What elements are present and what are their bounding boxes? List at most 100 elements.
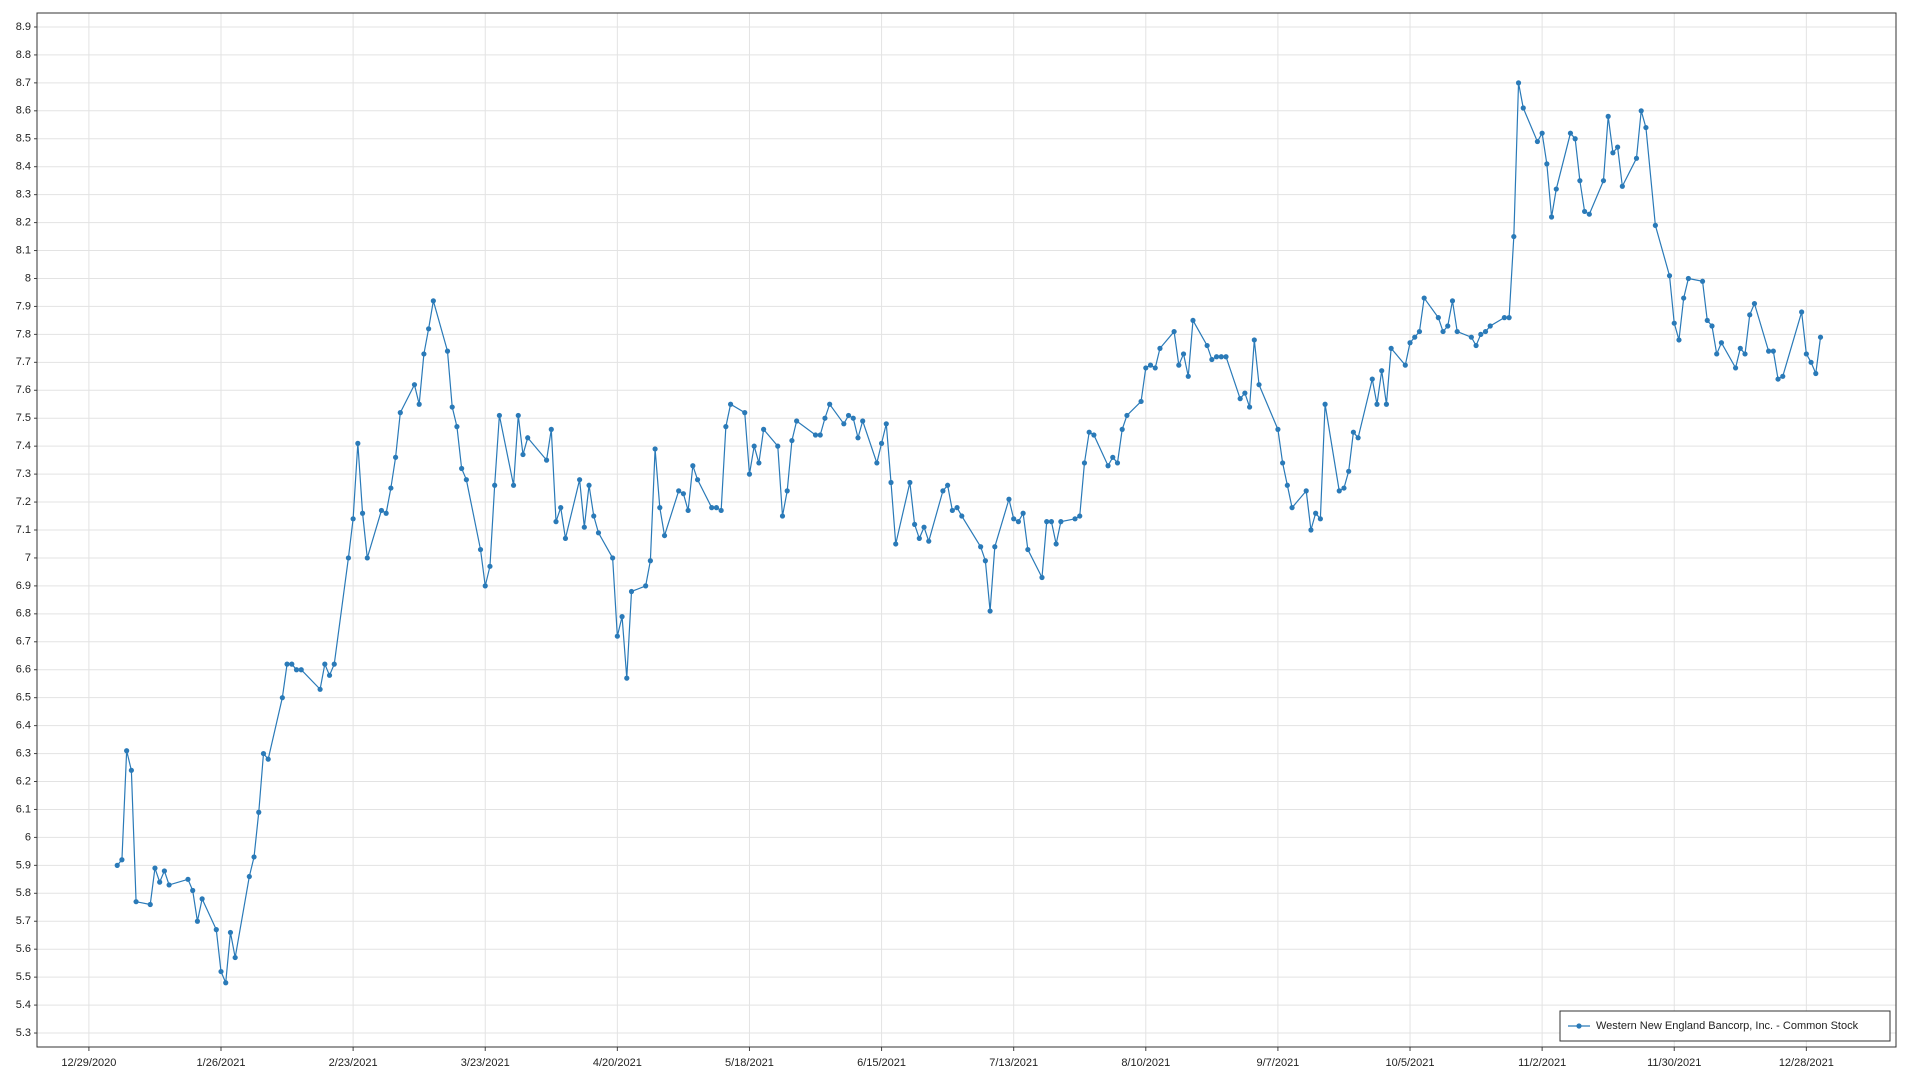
data-point bbox=[133, 899, 139, 905]
data-point bbox=[1152, 365, 1158, 371]
data-point bbox=[1308, 527, 1314, 533]
data-point bbox=[397, 410, 403, 416]
data-point bbox=[147, 901, 153, 908]
data-point bbox=[477, 546, 484, 553]
data-point bbox=[1813, 370, 1819, 377]
data-point bbox=[1213, 354, 1220, 360]
data-point bbox=[1280, 460, 1286, 466]
data-point bbox=[152, 865, 158, 871]
data-point bbox=[1766, 348, 1772, 354]
data-point bbox=[1039, 574, 1045, 581]
y-tick-label: 5.5 bbox=[16, 971, 31, 983]
data-point bbox=[845, 412, 852, 419]
data-point bbox=[251, 854, 257, 860]
data-point bbox=[520, 451, 526, 458]
data-point bbox=[817, 432, 823, 438]
data-point bbox=[1209, 356, 1215, 363]
x-tick-label: 12/29/2020 bbox=[61, 1057, 116, 1069]
data-point bbox=[680, 491, 687, 497]
legend: Western New England Bancorp, Inc. - Comm… bbox=[1559, 1010, 1891, 1042]
data-point bbox=[1709, 323, 1715, 329]
data-point bbox=[1676, 337, 1682, 343]
data-point bbox=[1747, 312, 1753, 318]
data-point bbox=[355, 440, 361, 446]
data-point bbox=[1015, 519, 1022, 525]
data-point bbox=[1732, 365, 1739, 371]
data-point bbox=[430, 298, 436, 304]
data-point bbox=[166, 882, 172, 888]
data-point bbox=[1402, 362, 1408, 368]
data-point bbox=[610, 555, 616, 561]
data-point bbox=[1058, 519, 1064, 525]
data-point bbox=[1633, 155, 1640, 161]
data-point bbox=[1468, 334, 1474, 340]
data-point bbox=[1751, 301, 1758, 307]
data-point bbox=[1770, 348, 1776, 354]
data-point bbox=[949, 507, 955, 514]
data-point bbox=[1124, 412, 1130, 419]
data-point bbox=[657, 505, 663, 511]
y-tick-label: 7.5 bbox=[16, 412, 31, 424]
data-point bbox=[1799, 309, 1805, 315]
data-point bbox=[1336, 488, 1342, 494]
data-point bbox=[1652, 222, 1658, 228]
data-point bbox=[284, 661, 290, 667]
data-point bbox=[1147, 362, 1154, 368]
data-point bbox=[1435, 315, 1441, 321]
y-tick-label: 7.9 bbox=[16, 300, 31, 312]
data-point bbox=[525, 435, 531, 441]
data-point bbox=[926, 538, 932, 544]
x-tick-label: 4/20/2021 bbox=[593, 1057, 642, 1069]
data-point bbox=[1681, 295, 1687, 301]
data-point bbox=[690, 463, 696, 469]
data-point bbox=[883, 421, 889, 427]
data-point bbox=[1110, 454, 1116, 460]
data-point bbox=[624, 675, 630, 681]
data-point bbox=[1303, 488, 1309, 494]
data-point bbox=[1242, 390, 1248, 396]
data-point bbox=[1808, 359, 1814, 365]
data-point bbox=[1119, 426, 1125, 432]
data-point bbox=[1350, 429, 1356, 435]
data-point bbox=[1478, 331, 1484, 337]
data-point bbox=[878, 440, 885, 446]
data-point bbox=[459, 465, 465, 472]
x-tick-label: 12/28/2021 bbox=[1779, 1057, 1834, 1069]
data-point bbox=[350, 516, 356, 522]
data-point bbox=[954, 505, 960, 511]
data-point bbox=[1586, 211, 1592, 217]
data-point bbox=[463, 477, 469, 483]
data-point bbox=[114, 862, 120, 868]
data-point bbox=[157, 879, 163, 885]
data-point bbox=[1143, 365, 1149, 371]
x-tick-label: 5/18/2021 bbox=[725, 1057, 774, 1069]
data-point bbox=[959, 513, 965, 519]
data-point bbox=[411, 382, 418, 388]
data-point bbox=[652, 446, 658, 452]
y-tick-label: 6.4 bbox=[16, 720, 31, 732]
data-point bbox=[742, 410, 748, 416]
x-tick-label: 9/7/2021 bbox=[1256, 1057, 1299, 1069]
data-point bbox=[223, 980, 229, 986]
y-tick-label: 7 bbox=[25, 552, 31, 564]
data-point bbox=[595, 530, 602, 536]
data-point bbox=[1407, 340, 1413, 346]
y-tick-label: 7.3 bbox=[16, 468, 31, 480]
data-point bbox=[562, 535, 569, 541]
data-point bbox=[213, 927, 219, 933]
data-point bbox=[945, 482, 951, 488]
data-point bbox=[1171, 328, 1177, 335]
y-tick-label: 8.3 bbox=[16, 189, 31, 201]
data-point bbox=[1416, 328, 1423, 335]
data-point bbox=[1515, 80, 1522, 86]
data-point bbox=[1341, 485, 1347, 491]
data-point bbox=[161, 868, 167, 874]
data-point bbox=[515, 412, 521, 419]
data-point bbox=[1077, 513, 1083, 519]
data-point bbox=[1020, 510, 1026, 516]
data-point bbox=[1374, 401, 1380, 407]
data-point bbox=[982, 558, 988, 564]
data-point bbox=[543, 457, 550, 463]
x-tick-label: 11/2/2021 bbox=[1518, 1057, 1566, 1069]
